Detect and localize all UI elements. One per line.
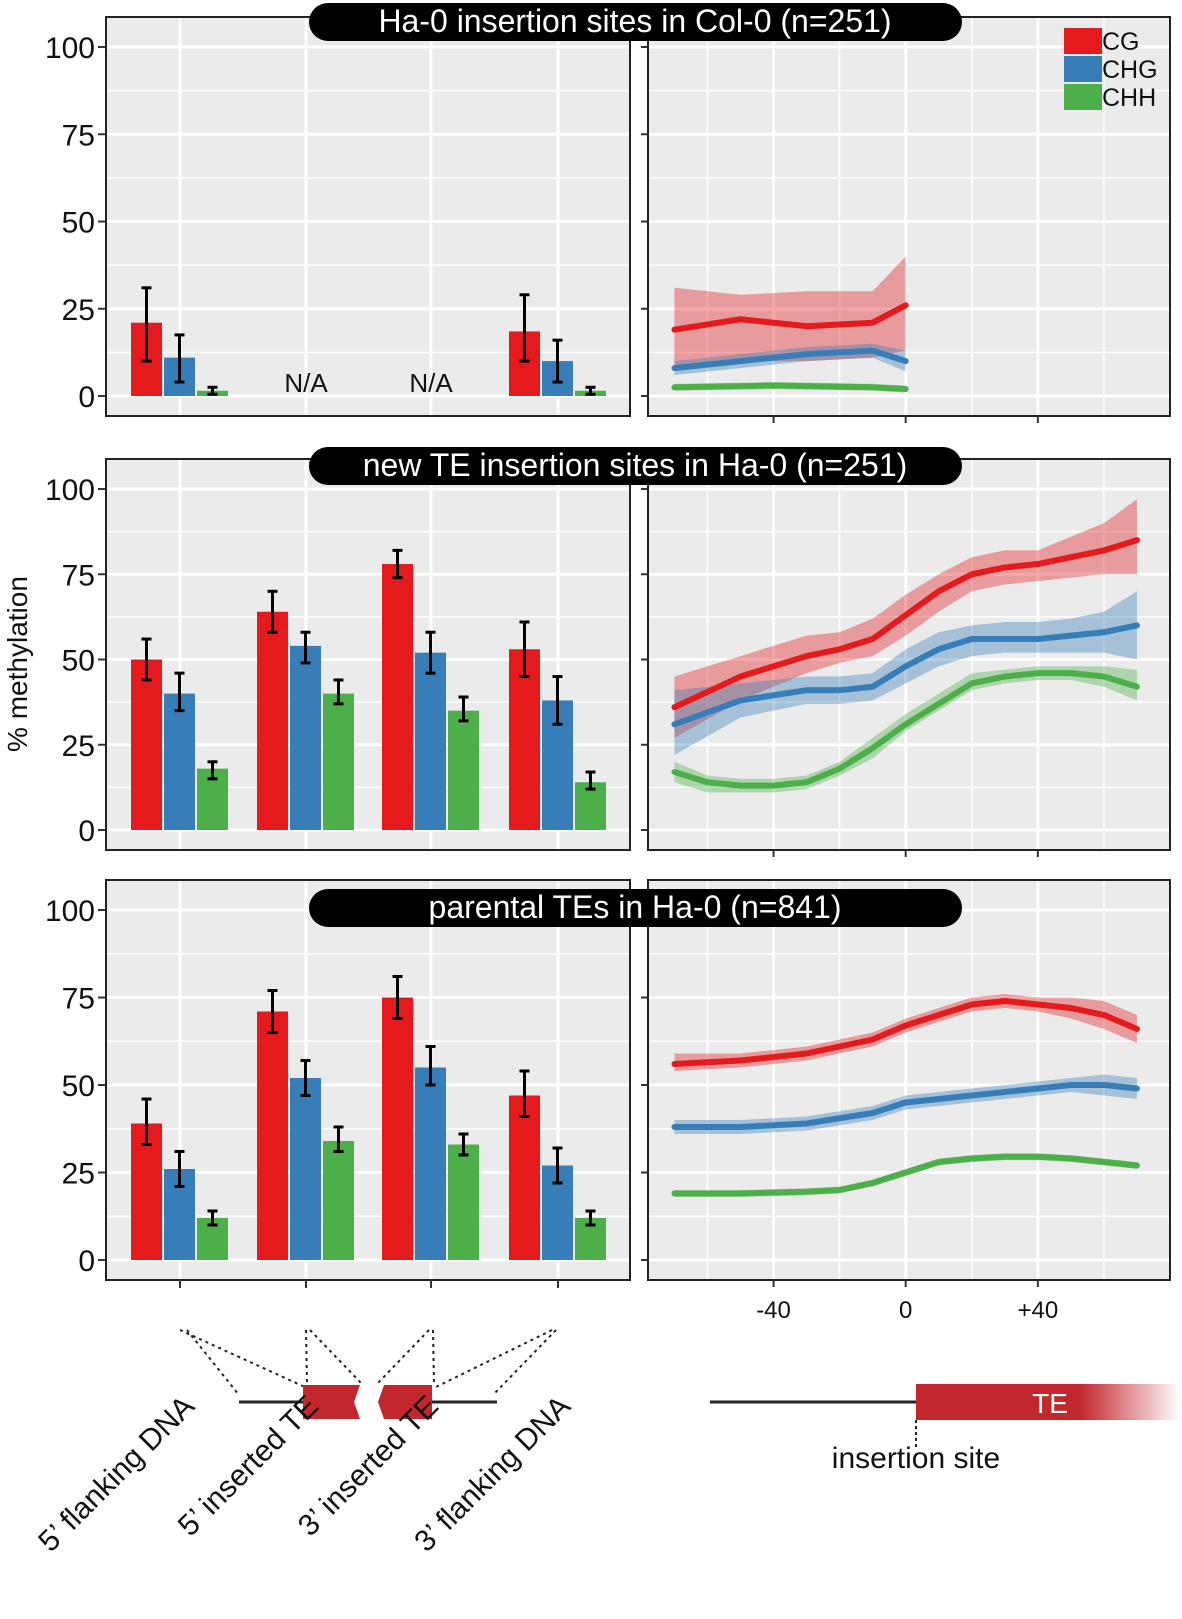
series-line-chh xyxy=(671,1153,1140,1197)
series-line-chg xyxy=(671,622,1140,728)
series-line-cg xyxy=(671,302,909,333)
insertion-site-label: insertion site xyxy=(832,1442,1000,1475)
panel-title-1: Ha-0 insertion sites in Col-0 (n=251) xyxy=(309,3,962,41)
bar-chh xyxy=(323,693,354,830)
y-tick-label: 0 xyxy=(78,1245,95,1278)
y-tick-label: 0 xyxy=(78,815,95,848)
panel-title-3: parental TEs in Ha-0 (n=841) xyxy=(309,889,962,927)
x-tick-label: 0 xyxy=(899,1297,912,1324)
bar-cg xyxy=(509,649,540,830)
series-line-chh xyxy=(671,382,909,393)
legend-label-chg: CHG xyxy=(1102,56,1158,84)
right-insertion-diagram: TE insertion site xyxy=(710,1384,1180,1475)
te-gradient-bar xyxy=(916,1384,1180,1420)
series-line-cg xyxy=(671,998,1140,1067)
panel-title-3-text: parental TEs in Ha-0 (n=841) xyxy=(429,889,842,925)
y-tick-label: 75 xyxy=(62,559,95,592)
legend-swatch-chh xyxy=(1064,84,1102,110)
y-tick-label: 25 xyxy=(62,730,95,763)
series-line-chg xyxy=(671,1082,1140,1130)
bar-cg xyxy=(509,1095,540,1260)
category-label-5-flank: 5’ flanking DNA xyxy=(32,1390,201,1559)
x-tick-label: +40 xyxy=(1017,1297,1058,1324)
bar-chg xyxy=(290,1078,321,1260)
panel-title-2-text: new TE insertion sites in Ha-0 (n=251) xyxy=(363,447,908,483)
ribbon-cg xyxy=(674,994,1137,1071)
te-3prime-block xyxy=(378,1385,432,1419)
y-tick-label: 100 xyxy=(45,32,95,65)
bar-cg xyxy=(382,997,413,1260)
panel-border xyxy=(647,879,1171,1281)
bar-cg xyxy=(257,611,288,830)
bar-cg xyxy=(382,564,413,830)
bar-chg xyxy=(415,652,446,830)
bar-panel-3: 0 25 50 75 100 xyxy=(45,879,631,1288)
bar-chh xyxy=(323,1141,354,1260)
series-line-chg xyxy=(671,347,909,372)
legend-label-cg: CG xyxy=(1102,28,1140,56)
panel-title-2: new TE insertion sites in Ha-0 (n=251) xyxy=(309,447,962,485)
bar-panel-2: 0 25 50 75 100 xyxy=(45,458,631,851)
y-tick-label: 100 xyxy=(45,895,95,928)
legend-label-chh: CHH xyxy=(1102,84,1156,112)
y-tick-label: 25 xyxy=(62,294,95,327)
panel-background xyxy=(648,17,1170,416)
na-label: N/A xyxy=(409,368,453,398)
y-tick-label: 75 xyxy=(62,119,95,152)
line-panel-1 xyxy=(641,16,1171,423)
left-insertion-diagram xyxy=(179,1329,557,1419)
bar-cg xyxy=(257,1011,288,1260)
bar-chh xyxy=(448,1144,479,1260)
legend-swatch-cg xyxy=(1064,28,1102,54)
x-tick-label: -40 xyxy=(756,1297,791,1324)
y-tick-label: 50 xyxy=(62,645,95,678)
ribbon-chh xyxy=(674,666,1137,793)
bar-cg xyxy=(131,1123,162,1260)
y-tick-label: 0 xyxy=(78,381,95,414)
panel-background xyxy=(106,17,630,416)
y-tick-label: 100 xyxy=(45,474,95,507)
bar-cg xyxy=(131,659,162,830)
bar-panel-1: 0 25 50 75 100 N/A N/A xyxy=(45,16,631,417)
y-tick-label: 25 xyxy=(62,1158,95,1191)
legend-swatch-chg xyxy=(1064,56,1102,82)
y-tick-label: 75 xyxy=(62,983,95,1016)
series-line-cg xyxy=(671,537,1140,711)
line-panel-2 xyxy=(641,458,1171,857)
te-label: TE xyxy=(1032,1388,1068,1419)
y-axis-label: % methylation xyxy=(2,576,33,752)
ribbon-cg xyxy=(674,256,906,369)
y-tick-label: 50 xyxy=(62,207,95,240)
na-label: N/A xyxy=(284,368,328,398)
y-tick-label: 50 xyxy=(62,1070,95,1103)
line-panel-3: -40 0 +40 xyxy=(641,879,1171,1324)
panel-border xyxy=(105,879,631,1281)
bar-chg xyxy=(290,645,321,830)
dotted-connectors xyxy=(179,1329,557,1396)
ribbon-chg xyxy=(674,591,1137,755)
legend: CG CHG CHH xyxy=(1064,28,1158,112)
series-line-chh xyxy=(671,670,1140,789)
panel-background xyxy=(648,880,1170,1280)
bar-chh xyxy=(448,710,479,830)
panel-title-1-text: Ha-0 insertion sites in Col-0 (n=251) xyxy=(378,3,891,39)
te-5prime-block xyxy=(303,1385,360,1419)
bar-chg xyxy=(415,1067,446,1260)
bar-chg xyxy=(164,693,195,830)
